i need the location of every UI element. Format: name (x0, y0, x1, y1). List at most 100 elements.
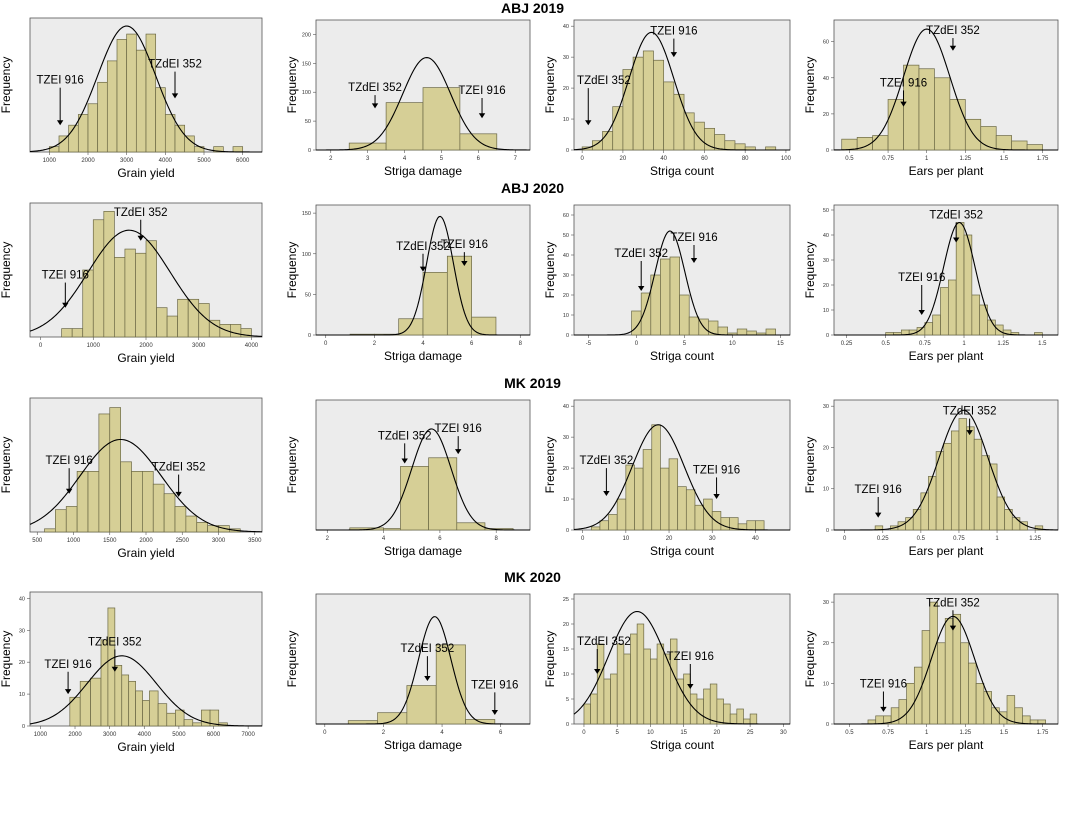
x-tick-label: 2 (373, 341, 377, 347)
histogram-bar (79, 680, 91, 727)
x-tick-label: 1000 (67, 538, 81, 544)
histogram-bar (98, 413, 111, 533)
histogram-bar (616, 498, 627, 531)
x-axis-label: Striga count (650, 164, 715, 178)
histogram-bar (385, 102, 424, 151)
histogram-bar (97, 81, 108, 153)
histogram-bar (135, 252, 147, 338)
normal-curve (573, 31, 790, 151)
histogram-bar (952, 613, 962, 725)
x-tick-label: 2000 (81, 158, 95, 164)
x-tick-label: 1.5 (1000, 156, 1009, 162)
genotype-label: TZEI 916 (667, 651, 714, 663)
x-tick-label: 2500 (176, 538, 190, 544)
x-tick-label: 5 (616, 730, 620, 736)
x-tick-label: 0 (39, 343, 43, 349)
arrow-head (137, 235, 144, 241)
y-tick-label: 20 (563, 293, 569, 299)
y-tick-label: 40 (19, 596, 25, 602)
x-tick-label: 6 (438, 536, 442, 542)
histogram-bar (875, 715, 884, 725)
y-tick-label: 0 (566, 333, 569, 339)
histogram-bar (603, 678, 611, 725)
histogram-bar (958, 418, 967, 531)
histogram-bar (960, 642, 969, 725)
chart-mk2020-count: 0 5 10 15 20 25 0 5 10 15 20 25 30 TZdEI 352 TZEI 916 S… (543, 593, 791, 752)
histogram-bar (898, 699, 907, 725)
histogram-bar (716, 698, 724, 725)
genotype-label: TZEI 916 (458, 85, 505, 97)
histogram-bar (1022, 715, 1031, 725)
genotype-label: TZEI 916 (471, 679, 518, 691)
histogram-bar (422, 87, 461, 151)
x-tick-label: 0 (580, 156, 584, 162)
genotype-label: TZEI 916 (898, 272, 945, 284)
x-axis-label: Striga count (650, 349, 715, 363)
histogram-bar (196, 522, 208, 533)
histogram-bar (995, 135, 1013, 151)
arrow-head (371, 103, 379, 109)
x-tick-label: 4000 (159, 158, 173, 164)
x-axis-label: Ears per plant (909, 738, 984, 752)
x-axis-label: Grain yield (117, 546, 174, 560)
x-tick-label: 0.5 (845, 730, 854, 736)
histogram-bar (950, 430, 960, 531)
arrow-head (56, 120, 64, 126)
y-tick-label: 0 (826, 333, 829, 339)
histogram-bar (660, 467, 670, 531)
histogram-bar (92, 219, 105, 338)
x-axis-label: Striga damage (384, 738, 462, 752)
y-axis-label: Frequency (803, 437, 817, 494)
histogram-bar (142, 700, 150, 727)
histogram-bar (996, 496, 1006, 531)
normal-curve (574, 230, 790, 336)
x-tick-label: 10 (647, 730, 654, 736)
histogram-bar (145, 240, 157, 338)
histogram-bar (164, 114, 176, 153)
histogram-bar (114, 257, 126, 338)
y-tick-label: 100 (302, 252, 311, 258)
x-tick-label: 6000 (207, 732, 221, 738)
histogram-bar (720, 517, 730, 531)
y-tick-label: 50 (563, 233, 569, 239)
histogram-bar (673, 93, 685, 151)
genotype-label: TZdEI 352 (577, 75, 631, 87)
y-axis-label: Frequency (0, 57, 13, 114)
x-tick-label: 5 (683, 341, 687, 347)
histogram-bar (743, 718, 751, 725)
histogram-bar (174, 506, 187, 533)
y-tick-label: 10 (563, 313, 569, 319)
x-tick-label: 4 (440, 730, 444, 736)
arrow-head (713, 494, 720, 500)
histogram-bar (677, 486, 687, 531)
histogram-bar (755, 520, 765, 531)
y-axis-label: Frequency (543, 57, 557, 114)
histogram-bar (583, 703, 591, 725)
arrow-head (949, 45, 957, 51)
arrow-head (880, 706, 887, 712)
y-tick-label: 10 (823, 681, 829, 687)
histogram-bar (590, 526, 601, 531)
histogram-bar (106, 60, 118, 153)
histogram-bar (87, 103, 99, 153)
y-tick-label: 20 (823, 283, 829, 289)
y-axis-label: Frequency (0, 437, 13, 494)
histogram-bar (116, 39, 128, 153)
y-tick-label: 0 (826, 722, 829, 728)
x-tick-label: 3000 (103, 732, 117, 738)
histogram-bar (121, 674, 130, 727)
genotype-label: TZdEI 352 (943, 406, 997, 418)
histogram-bar (201, 709, 211, 727)
histogram-bar (983, 691, 992, 725)
histogram-bar (209, 709, 220, 727)
histogram-bar (87, 471, 100, 533)
x-tick-label: 1 (962, 341, 966, 347)
x-tick-label: 4 (403, 156, 407, 162)
histogram-bar (676, 678, 685, 725)
chart-mk2019-count: 0 10 20 30 40 0 10 20 30 40 TZdEI 352 TZEI 916 Strig… (543, 399, 791, 558)
histogram-bar (723, 703, 731, 725)
histogram-bar (114, 665, 123, 727)
chart-mk2020-ears: 0 10 20 30 0.5 0.75 1 1.25 1.5 1.75 TZEI 916 TZdEI … (803, 593, 1059, 752)
x-tick-label: 100 (781, 156, 792, 162)
